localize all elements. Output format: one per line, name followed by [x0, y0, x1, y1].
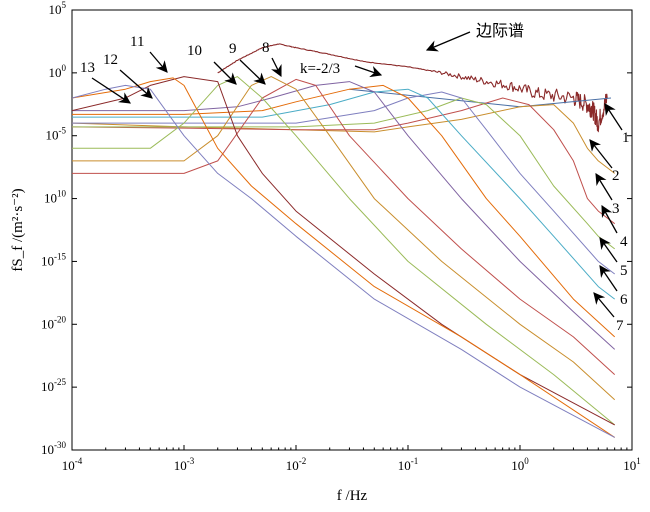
x-tick-label: 10-4 — [62, 456, 83, 473]
annotation-arrow — [91, 77, 131, 104]
series-line-4 — [72, 91, 616, 275]
series-line-6 — [72, 84, 616, 338]
series-line-2 — [72, 97, 616, 225]
y-tick-label: 10-25 — [41, 377, 66, 394]
annotation-arrow — [271, 57, 282, 78]
y-tick-label: 10-20 — [41, 314, 66, 331]
annotation-label: 4 — [620, 234, 628, 250]
annotation-arrow — [601, 204, 618, 234]
series-line-marginal — [217, 43, 608, 133]
y-tick-label: 105 — [49, 0, 67, 17]
series-line-1 — [72, 104, 616, 174]
series-line-k-slope — [349, 88, 612, 108]
series-line-3 — [72, 97, 616, 250]
x-tick-label: 10-2 — [286, 456, 307, 473]
x-tick-label: 10-1 — [398, 456, 419, 473]
y-tick-label: 100 — [49, 63, 67, 80]
annotation-label: 9 — [229, 41, 237, 57]
y-tick-label: 10-15 — [41, 251, 66, 268]
plot-frame — [71, 9, 633, 451]
annotation-label: 12 — [103, 52, 118, 68]
series-line-7 — [72, 81, 616, 350]
annotation-arrow — [604, 103, 623, 131]
annotation-arrow — [589, 139, 613, 169]
x-tick-label: 10-3 — [174, 456, 195, 473]
series-line-8 — [72, 78, 616, 375]
annotation-arrow — [599, 265, 618, 292]
annotation-arrow — [239, 59, 266, 85]
x-tick-label: 101 — [623, 456, 641, 473]
series-line-9 — [72, 76, 616, 401]
series-line-11 — [72, 76, 615, 426]
annotation-arrow — [599, 237, 618, 263]
annotation-label: 2 — [612, 168, 620, 184]
series-line-10 — [72, 76, 616, 426]
annotation-arrow — [595, 173, 613, 201]
annotation-label: 1 — [622, 130, 630, 146]
annotation-arrow — [119, 69, 153, 99]
series-layer — [72, 43, 616, 438]
annotation-arrow — [149, 51, 168, 73]
annotation-label: 13 — [80, 60, 95, 76]
annotation-arrow — [213, 61, 237, 85]
annotation-label: k=-2/3 — [300, 61, 340, 77]
y-tick-label: 10-5 — [46, 126, 67, 143]
x-axis-ticks: 10-4 10-3 10-2 10-1 100 101 — [62, 445, 641, 473]
annotation-label: 边际谱 — [476, 21, 524, 40]
y-tick-label: 1010 — [44, 189, 67, 206]
annotation-label: 6 — [620, 292, 628, 308]
series-line-5 — [72, 88, 616, 300]
annotation-label: 5 — [620, 263, 628, 279]
series-line-12 — [72, 77, 615, 438]
x-tick-label: 100 — [511, 456, 529, 473]
annotation-arrow — [593, 292, 615, 318]
y-axis-title: fS_f /(m²·s⁻²) — [10, 188, 26, 271]
annotation-label: 10 — [187, 43, 202, 59]
series-line-13 — [72, 84, 615, 438]
annotation-arrow — [354, 65, 383, 78]
annotation-label: 7 — [616, 318, 624, 334]
x-axis-title: f /Hz — [337, 488, 368, 504]
y-tick-label: 10-30 — [41, 440, 66, 457]
annotation-label: 11 — [130, 34, 144, 50]
annotation-label: 8 — [262, 40, 270, 56]
annotation-arrow — [425, 31, 471, 52]
annotation-label: 3 — [612, 201, 620, 217]
